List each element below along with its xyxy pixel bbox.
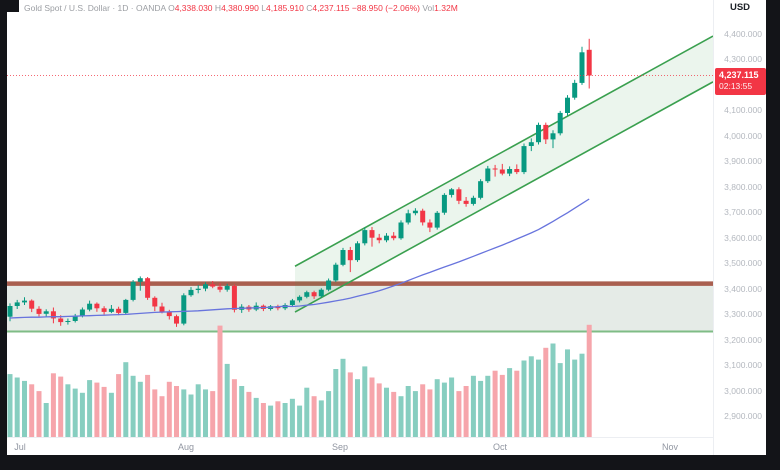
symbol-title[interactable]: Gold Spot / U.S. Dollar · 1D · OANDA <box>24 3 166 13</box>
volume-label: Vol <box>422 3 435 13</box>
price-tick-label: 2,900.000 <box>724 411 762 421</box>
volume-bars <box>7 324 592 438</box>
time-tick-label: Oct <box>492 442 508 452</box>
low-value: 4,185.910 <box>266 3 304 13</box>
price-tick-label: 4,300.000 <box>724 54 762 64</box>
price-tick-label: 3,200.000 <box>724 335 762 345</box>
price-tick-label: 3,500.000 <box>724 258 762 268</box>
price-scale[interactable]: USD 4,400.0004,300.0004,200.0004,100.000… <box>713 0 766 455</box>
last-price-value: 4,237.115 <box>719 70 759 80</box>
close-label: C <box>306 3 313 13</box>
price-tick-label: 3,800.000 <box>724 182 762 192</box>
change-value: −88.950 (−2.06%) <box>351 3 420 13</box>
time-tick-label: Sep <box>331 442 349 452</box>
price-tick-label: 3,900.000 <box>724 156 762 166</box>
open-value: 4,338.030 <box>174 3 213 13</box>
price-tick-label: 4,400.000 <box>724 29 762 39</box>
high-value: 4,380.990 <box>221 3 259 13</box>
price-tick-label: 3,100.000 <box>724 360 762 370</box>
price-tick-label: 3,300.000 <box>724 309 762 319</box>
open-label: O <box>168 3 175 13</box>
time-tick-label: Aug <box>177 442 195 452</box>
low-label: L <box>261 3 266 13</box>
price-tick-label: 3,700.000 <box>724 207 762 217</box>
price-tick-label: 3,600.000 <box>724 233 762 243</box>
high-label: H <box>214 3 222 13</box>
chart-canvas[interactable] <box>7 0 766 455</box>
time-scale[interactable]: Jul Aug Sep Oct Nov <box>7 437 766 455</box>
frame-bottom <box>0 455 780 470</box>
time-tick-label: Jul <box>14 442 26 452</box>
volume-value: 1.32M <box>434 3 458 13</box>
currency-selector[interactable]: USD <box>729 2 751 13</box>
bar-countdown: 02:13:55 <box>719 81 753 91</box>
time-tick-label: Nov <box>661 442 679 452</box>
symbol-legend: Gold Spot / U.S. Dollar · 1D · OANDA O4,… <box>24 3 458 13</box>
price-tick-label: 3,000.000 <box>724 386 762 396</box>
frame-right <box>766 0 780 470</box>
horizontal-band <box>7 281 713 333</box>
frame-notch <box>0 0 19 12</box>
frame-left <box>0 0 7 470</box>
close-value: 4,237.115 <box>312 3 350 13</box>
price-tick-label: 3,400.000 <box>724 284 762 294</box>
price-tick-label: 4,100.000 <box>724 105 762 115</box>
price-tick-label: 4,000.000 <box>724 131 762 141</box>
last-price-badge: 4,237.115 02:13:55 <box>715 68 766 95</box>
trend-channel[interactable] <box>294 35 714 313</box>
ma-line <box>9 198 590 319</box>
candles <box>7 38 592 327</box>
